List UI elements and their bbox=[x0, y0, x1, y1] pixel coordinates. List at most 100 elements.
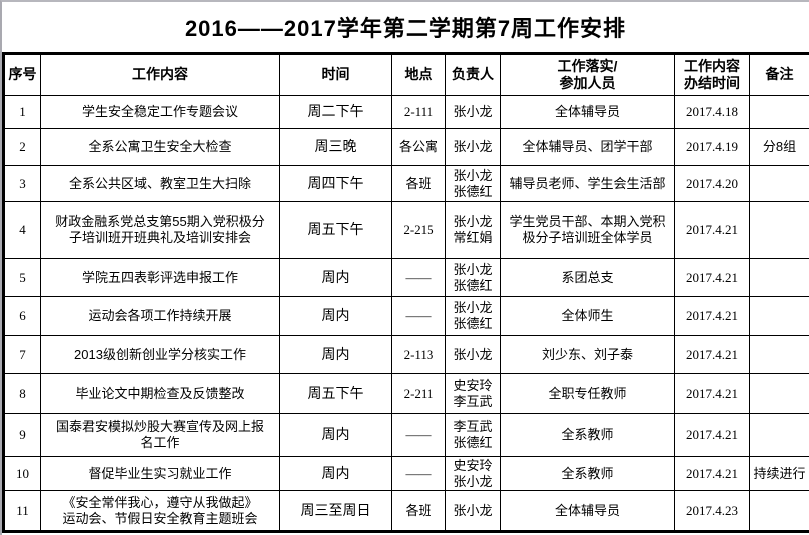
table-row: 5 学院五四表彰评选申报工作 周内 —— 张小龙 张德红 系团总支 2017.4… bbox=[3, 258, 809, 297]
cell-deadline: 2017.4.21 bbox=[674, 413, 750, 457]
table-row: 1 学生安全稳定工作专题会议 周二下午 2-111 张小龙 全体辅导员 2017… bbox=[3, 95, 809, 129]
cell-no: 8 bbox=[3, 373, 41, 414]
cell-time: 周三晚 bbox=[279, 128, 392, 166]
cell-participants: 刘少东、刘子泰 bbox=[500, 335, 675, 374]
column-header-note: 备注 bbox=[749, 53, 809, 96]
cell-owner: 张小龙 张德红 bbox=[445, 296, 501, 336]
table-row: 2 全系公寓卫生安全大检查 周三晚 各公寓 张小龙 全体辅导员、团学干部 201… bbox=[3, 128, 809, 166]
cell-participants: 辅导员老师、学生会生活部 bbox=[500, 165, 675, 202]
cell-place: —— bbox=[391, 413, 446, 457]
cell-time: 周内 bbox=[279, 335, 392, 374]
cell-time: 周五下午 bbox=[279, 373, 392, 414]
cell-note bbox=[749, 95, 809, 129]
table-row: 8 毕业论文中期检查及反馈整改 周五下午 2-211 史安玲 李互武 全职专任教… bbox=[3, 373, 809, 414]
cell-participants: 全系教师 bbox=[500, 456, 675, 491]
cell-place: 各公寓 bbox=[391, 128, 446, 166]
cell-owner: 史安玲 张小龙 bbox=[445, 456, 501, 491]
cell-deadline: 2017.4.20 bbox=[674, 165, 750, 202]
table-row: 11 《安全常伴我心，遵守从我做起》 运动会、节假日安全教育主题班会 周三至周日… bbox=[3, 490, 809, 532]
table-row: 10 督促毕业生实习就业工作 周内 —— 史安玲 张小龙 全系教师 2017.4… bbox=[3, 456, 809, 491]
cell-owner: 张小龙 bbox=[445, 335, 501, 374]
cell-no: 1 bbox=[3, 95, 41, 129]
cell-time: 周三至周日 bbox=[279, 490, 392, 532]
cell-note: 持续进行 bbox=[749, 456, 809, 491]
cell-note bbox=[749, 413, 809, 457]
column-header-deadline: 工作内容 办结时间 bbox=[674, 53, 750, 96]
cell-note bbox=[749, 373, 809, 414]
cell-no: 2 bbox=[3, 128, 41, 166]
cell-owner: 李互武 张德红 bbox=[445, 413, 501, 457]
cell-participants: 系团总支 bbox=[500, 258, 675, 297]
cell-no: 7 bbox=[3, 335, 41, 374]
cell-time: 周内 bbox=[279, 258, 392, 297]
cell-note: 分8组 bbox=[749, 128, 809, 166]
column-header-content: 工作内容 bbox=[40, 53, 280, 96]
column-header-time: 时间 bbox=[279, 53, 392, 96]
cell-participants: 全职专任教师 bbox=[500, 373, 675, 414]
work-schedule-table: 序号 工作内容 时间 地点 负责人 工作落实/ 参加人员 工作内容 办结时间 备… bbox=[2, 52, 809, 533]
cell-owner: 张小龙 bbox=[445, 128, 501, 166]
table-row: 6 运动会各项工作持续开展 周内 —— 张小龙 张德红 全体师生 2017.4.… bbox=[3, 296, 809, 336]
cell-time: 周五下午 bbox=[279, 201, 392, 259]
cell-content: 国泰君安模拟炒股大赛宣传及网上报 名工作 bbox=[40, 413, 280, 457]
header-row: 序号 工作内容 时间 地点 负责人 工作落实/ 参加人员 工作内容 办结时间 备… bbox=[3, 53, 809, 96]
cell-owner: 张小龙 张德红 bbox=[445, 165, 501, 202]
cell-deadline: 2017.4.21 bbox=[674, 373, 750, 414]
column-header-place: 地点 bbox=[391, 53, 446, 96]
page-title: 2016——2017学年第二学期第7周工作安排 bbox=[2, 2, 809, 52]
cell-owner: 张小龙 张德红 bbox=[445, 258, 501, 297]
column-header-participants: 工作落实/ 参加人员 bbox=[500, 53, 675, 96]
cell-content: 督促毕业生实习就业工作 bbox=[40, 456, 280, 491]
cell-no: 6 bbox=[3, 296, 41, 336]
cell-deadline: 2017.4.21 bbox=[674, 296, 750, 336]
cell-content: 全系公寓卫生安全大检查 bbox=[40, 128, 280, 166]
cell-participants: 全体师生 bbox=[500, 296, 675, 336]
cell-deadline: 2017.4.21 bbox=[674, 258, 750, 297]
cell-no: 10 bbox=[3, 456, 41, 491]
cell-place: 各班 bbox=[391, 165, 446, 202]
cell-place: —— bbox=[391, 456, 446, 491]
cell-no: 11 bbox=[3, 490, 41, 532]
cell-note bbox=[749, 490, 809, 532]
cell-owner: 张小龙 常红娟 bbox=[445, 201, 501, 259]
cell-note bbox=[749, 335, 809, 374]
cell-time: 周内 bbox=[279, 413, 392, 457]
cell-content: 毕业论文中期检查及反馈整改 bbox=[40, 373, 280, 414]
cell-participants: 全体辅导员 bbox=[500, 95, 675, 129]
cell-no: 4 bbox=[3, 201, 41, 259]
cell-place: —— bbox=[391, 258, 446, 297]
cell-content: 全系公共区域、教室卫生大扫除 bbox=[40, 165, 280, 202]
cell-note bbox=[749, 201, 809, 259]
cell-deadline: 2017.4.21 bbox=[674, 456, 750, 491]
cell-participants: 全系教师 bbox=[500, 413, 675, 457]
cell-place: 2-215 bbox=[391, 201, 446, 259]
cell-owner: 史安玲 李互武 bbox=[445, 373, 501, 414]
cell-content: 财政金融系党总支第55期入党积极分 子培训班开班典礼及培训安排会 bbox=[40, 201, 280, 259]
cell-time: 周内 bbox=[279, 296, 392, 336]
cell-time: 周二下午 bbox=[279, 95, 392, 129]
cell-participants: 全体辅导员、团学干部 bbox=[500, 128, 675, 166]
cell-owner: 张小龙 bbox=[445, 95, 501, 129]
cell-participants: 全体辅导员 bbox=[500, 490, 675, 532]
cell-time: 周内 bbox=[279, 456, 392, 491]
column-header-no: 序号 bbox=[3, 53, 41, 96]
cell-deadline: 2017.4.18 bbox=[674, 95, 750, 129]
cell-place: 2-111 bbox=[391, 95, 446, 129]
cell-deadline: 2017.4.23 bbox=[674, 490, 750, 532]
cell-no: 5 bbox=[3, 258, 41, 297]
cell-note bbox=[749, 258, 809, 297]
cell-place: —— bbox=[391, 296, 446, 336]
cell-note bbox=[749, 296, 809, 336]
cell-content: 运动会各项工作持续开展 bbox=[40, 296, 280, 336]
cell-deadline: 2017.4.21 bbox=[674, 335, 750, 374]
column-header-owner: 负责人 bbox=[445, 53, 501, 96]
cell-note bbox=[749, 165, 809, 202]
table-row: 4 财政金融系党总支第55期入党积极分 子培训班开班典礼及培训安排会 周五下午 … bbox=[3, 201, 809, 259]
cell-deadline: 2017.4.21 bbox=[674, 201, 750, 259]
cell-participants: 学生党员干部、本期入党积 极分子培训班全体学员 bbox=[500, 201, 675, 259]
cell-content: 学院五四表彰评选申报工作 bbox=[40, 258, 280, 297]
cell-content: 2013级创新创业学分核实工作 bbox=[40, 335, 280, 374]
cell-content: 《安全常伴我心，遵守从我做起》 运动会、节假日安全教育主题班会 bbox=[40, 490, 280, 532]
cell-place: 2-113 bbox=[391, 335, 446, 374]
cell-owner: 张小龙 bbox=[445, 490, 501, 532]
